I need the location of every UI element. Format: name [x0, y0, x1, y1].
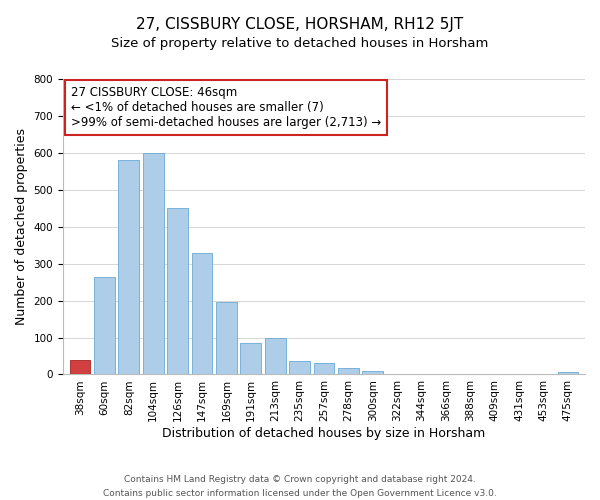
Bar — [216, 302, 237, 374]
Bar — [289, 361, 310, 374]
Bar — [191, 252, 212, 374]
Bar — [265, 338, 286, 374]
Bar — [241, 343, 261, 374]
Bar — [338, 368, 359, 374]
Bar — [557, 372, 578, 374]
Text: Contains HM Land Registry data © Crown copyright and database right 2024.
Contai: Contains HM Land Registry data © Crown c… — [103, 476, 497, 498]
Y-axis label: Number of detached properties: Number of detached properties — [15, 128, 28, 325]
Bar — [362, 371, 383, 374]
Bar — [167, 208, 188, 374]
Text: Size of property relative to detached houses in Horsham: Size of property relative to detached ho… — [112, 38, 488, 51]
Bar — [143, 153, 164, 374]
Bar — [70, 360, 91, 374]
Bar — [118, 160, 139, 374]
Text: 27 CISSBURY CLOSE: 46sqm
← <1% of detached houses are smaller (7)
>99% of semi-d: 27 CISSBURY CLOSE: 46sqm ← <1% of detach… — [71, 86, 381, 130]
Bar — [94, 276, 115, 374]
Bar — [314, 362, 334, 374]
X-axis label: Distribution of detached houses by size in Horsham: Distribution of detached houses by size … — [163, 427, 485, 440]
Text: 27, CISSBURY CLOSE, HORSHAM, RH12 5JT: 27, CISSBURY CLOSE, HORSHAM, RH12 5JT — [136, 18, 464, 32]
